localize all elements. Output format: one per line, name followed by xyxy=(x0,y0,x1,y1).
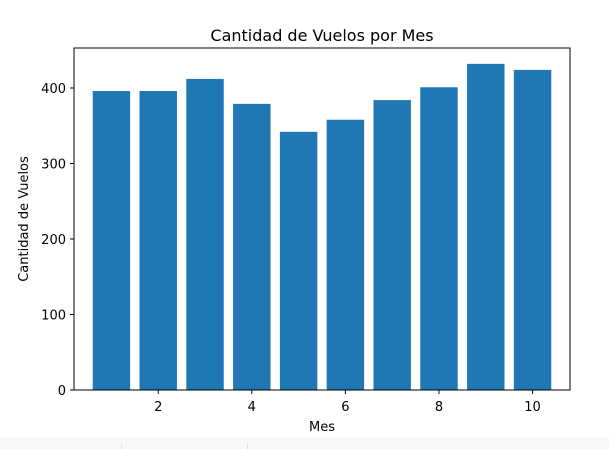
bar-month-8 xyxy=(420,87,458,391)
plot-frame xyxy=(73,47,571,391)
bar-month-6 xyxy=(326,119,365,390)
x-axis-label: Mes xyxy=(309,420,335,435)
y-axis-label: Cantidad de Vuelos xyxy=(17,156,32,282)
y-tick-label: 300 xyxy=(41,158,66,173)
bar-month-10 xyxy=(513,69,552,390)
bars-group xyxy=(92,63,552,391)
status-divider xyxy=(121,444,122,449)
y-tick-label: 400 xyxy=(41,82,66,97)
y-axis-ticks: 0 100 200 300 400 xyxy=(41,82,74,399)
chart-title: Cantidad de Vuelos por Mes xyxy=(210,26,433,45)
y-tick-label: 100 xyxy=(41,309,66,324)
status-divider xyxy=(247,444,248,449)
x-axis-ticks: 2 4 6 8 10 xyxy=(154,390,541,415)
bar-month-4 xyxy=(233,103,271,390)
x-tick-label: 8 xyxy=(435,400,443,415)
bar-month-1 xyxy=(92,91,131,390)
status-bar xyxy=(0,437,609,449)
x-tick-label: 2 xyxy=(154,400,162,415)
bar-month-3 xyxy=(186,78,224,390)
bar-month-9 xyxy=(467,63,505,390)
y-tick-label: 200 xyxy=(41,233,66,248)
x-tick-label: 6 xyxy=(341,400,349,415)
x-tick-label: 10 xyxy=(524,400,541,415)
bar-chart: Cantidad de Vuelos por Mes 2 4 6 8 10 0 100 20… xyxy=(17,26,571,435)
bar-month-5 xyxy=(279,131,318,390)
bar-month-2 xyxy=(139,91,177,390)
bar-month-7 xyxy=(373,100,411,390)
y-tick-label: 0 xyxy=(58,384,66,399)
x-tick-label: 4 xyxy=(248,400,256,415)
